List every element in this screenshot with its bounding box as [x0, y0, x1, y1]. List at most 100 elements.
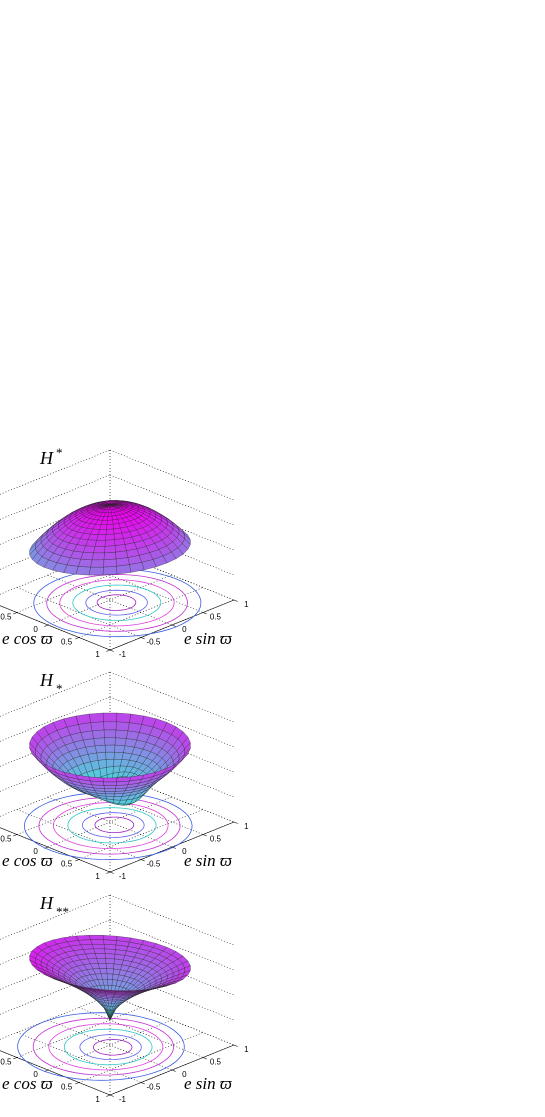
grid-line: [16, 587, 142, 638]
tick-mark: [75, 637, 80, 640]
contour: [46, 574, 188, 632]
surface-facet: [113, 796, 123, 801]
surface-facet: [90, 559, 105, 568]
x-tick-label: 0.5: [61, 860, 73, 869]
surface-facet: [112, 996, 121, 998]
surface-facet: [106, 973, 114, 980]
contour: [32, 1017, 174, 1076]
surface-facet: [75, 935, 91, 941]
surface-facet: [90, 721, 105, 732]
x-tick-label: 1: [95, 872, 100, 881]
x-tick-label: 1: [95, 650, 100, 659]
y-axis-label: e sin ϖ: [184, 629, 232, 648]
surface-facet: [103, 552, 117, 560]
surface-facet: [104, 953, 116, 960]
y-tick-label: 0.5: [210, 1058, 222, 1067]
title-script: *: [56, 445, 63, 460]
tick-mark: [13, 612, 18, 615]
contour: [72, 584, 162, 621]
surface-facet: [103, 939, 117, 946]
grid-line: [109, 771, 235, 823]
contour: [96, 594, 137, 611]
surface-facet: [105, 793, 115, 797]
surface-facet: [104, 744, 116, 753]
surface-facet: [80, 552, 94, 561]
y-tick-label: -0.5: [147, 860, 161, 869]
y-axis-label: e sin ϖ: [184, 1074, 232, 1093]
contour: [38, 797, 181, 855]
surface-facet: [96, 752, 107, 761]
surface-facet: [114, 744, 126, 753]
title-script: **: [56, 904, 69, 919]
contour: [52, 802, 169, 850]
x-tick-label: 0.5: [61, 638, 73, 647]
surface-facet: [106, 524, 114, 530]
contour: [94, 816, 135, 833]
contour: [48, 1023, 164, 1071]
surface-facet: [107, 979, 113, 986]
surface-facet: [107, 515, 113, 521]
x-axis-label: e cos ϖ: [2, 851, 53, 870]
grid-line: [78, 587, 204, 638]
x-axis-label: e cos ϖ: [2, 629, 53, 648]
wall-grid: [0, 449, 111, 495]
tick-mark: [171, 624, 176, 627]
surface-facet: [96, 534, 107, 541]
surface-facet: [106, 519, 114, 525]
surface-facet: [105, 963, 115, 970]
y-tick-label: 0.5: [210, 613, 222, 622]
y-tick-label: 0: [182, 847, 187, 856]
surface-facet: [105, 533, 115, 541]
wall-grid: [0, 994, 111, 1040]
grid-line: [47, 796, 173, 848]
surface-facet: [102, 566, 118, 576]
x-tick-label: 0: [33, 847, 38, 856]
tick-mark: [75, 859, 80, 862]
grid-line: [109, 549, 235, 601]
tick-mark: [202, 612, 207, 615]
surface-facet: [102, 712, 118, 722]
surface-facet: [114, 737, 127, 746]
y-tick-label: -0.5: [147, 638, 161, 647]
tick-mark: [202, 1057, 207, 1060]
title-base: H: [39, 893, 54, 913]
surface-facet: [108, 1002, 112, 1007]
grid-line: [78, 1032, 204, 1083]
title-base: H: [39, 448, 54, 468]
tick-mark: [13, 1057, 18, 1060]
contour: [79, 1034, 142, 1061]
tick-mark: [202, 834, 207, 837]
surface-facet: [104, 539, 116, 547]
x-tick-label: 0: [33, 625, 38, 634]
wall-grid: [109, 474, 235, 526]
y-tick-label: 1: [244, 1045, 249, 1054]
tick-mark: [109, 871, 114, 874]
surface-facet: [116, 712, 132, 723]
surface-facet: [104, 737, 116, 746]
y-tick-label: -1: [119, 872, 127, 881]
tick-mark: [109, 1094, 114, 1097]
surface-facet: [115, 721, 130, 732]
wall-grid: [0, 696, 111, 742]
wall-grid: [109, 746, 235, 798]
grid-line: [0, 1050, 111, 1096]
surface-facet: [105, 528, 115, 535]
x-tick-label: -0.5: [0, 835, 12, 844]
surface-facet: [94, 540, 106, 547]
x-axis-label: e cos ϖ: [2, 1074, 53, 1093]
grid-line: [0, 605, 111, 651]
tick-mark: [106, 649, 111, 652]
tick-mark: [171, 1069, 176, 1072]
chart-title: H **: [39, 893, 69, 919]
contour: [85, 589, 148, 616]
wall-grid: [109, 894, 235, 946]
surface-facet: [105, 752, 115, 760]
surface-facet: [103, 721, 117, 731]
y-tick-label: 0: [182, 1070, 187, 1079]
surface-facet: [88, 776, 104, 783]
surface-facet: [88, 712, 104, 723]
contour: [81, 812, 145, 838]
surface-facet: [90, 939, 105, 945]
grid-line: [47, 1019, 173, 1071]
